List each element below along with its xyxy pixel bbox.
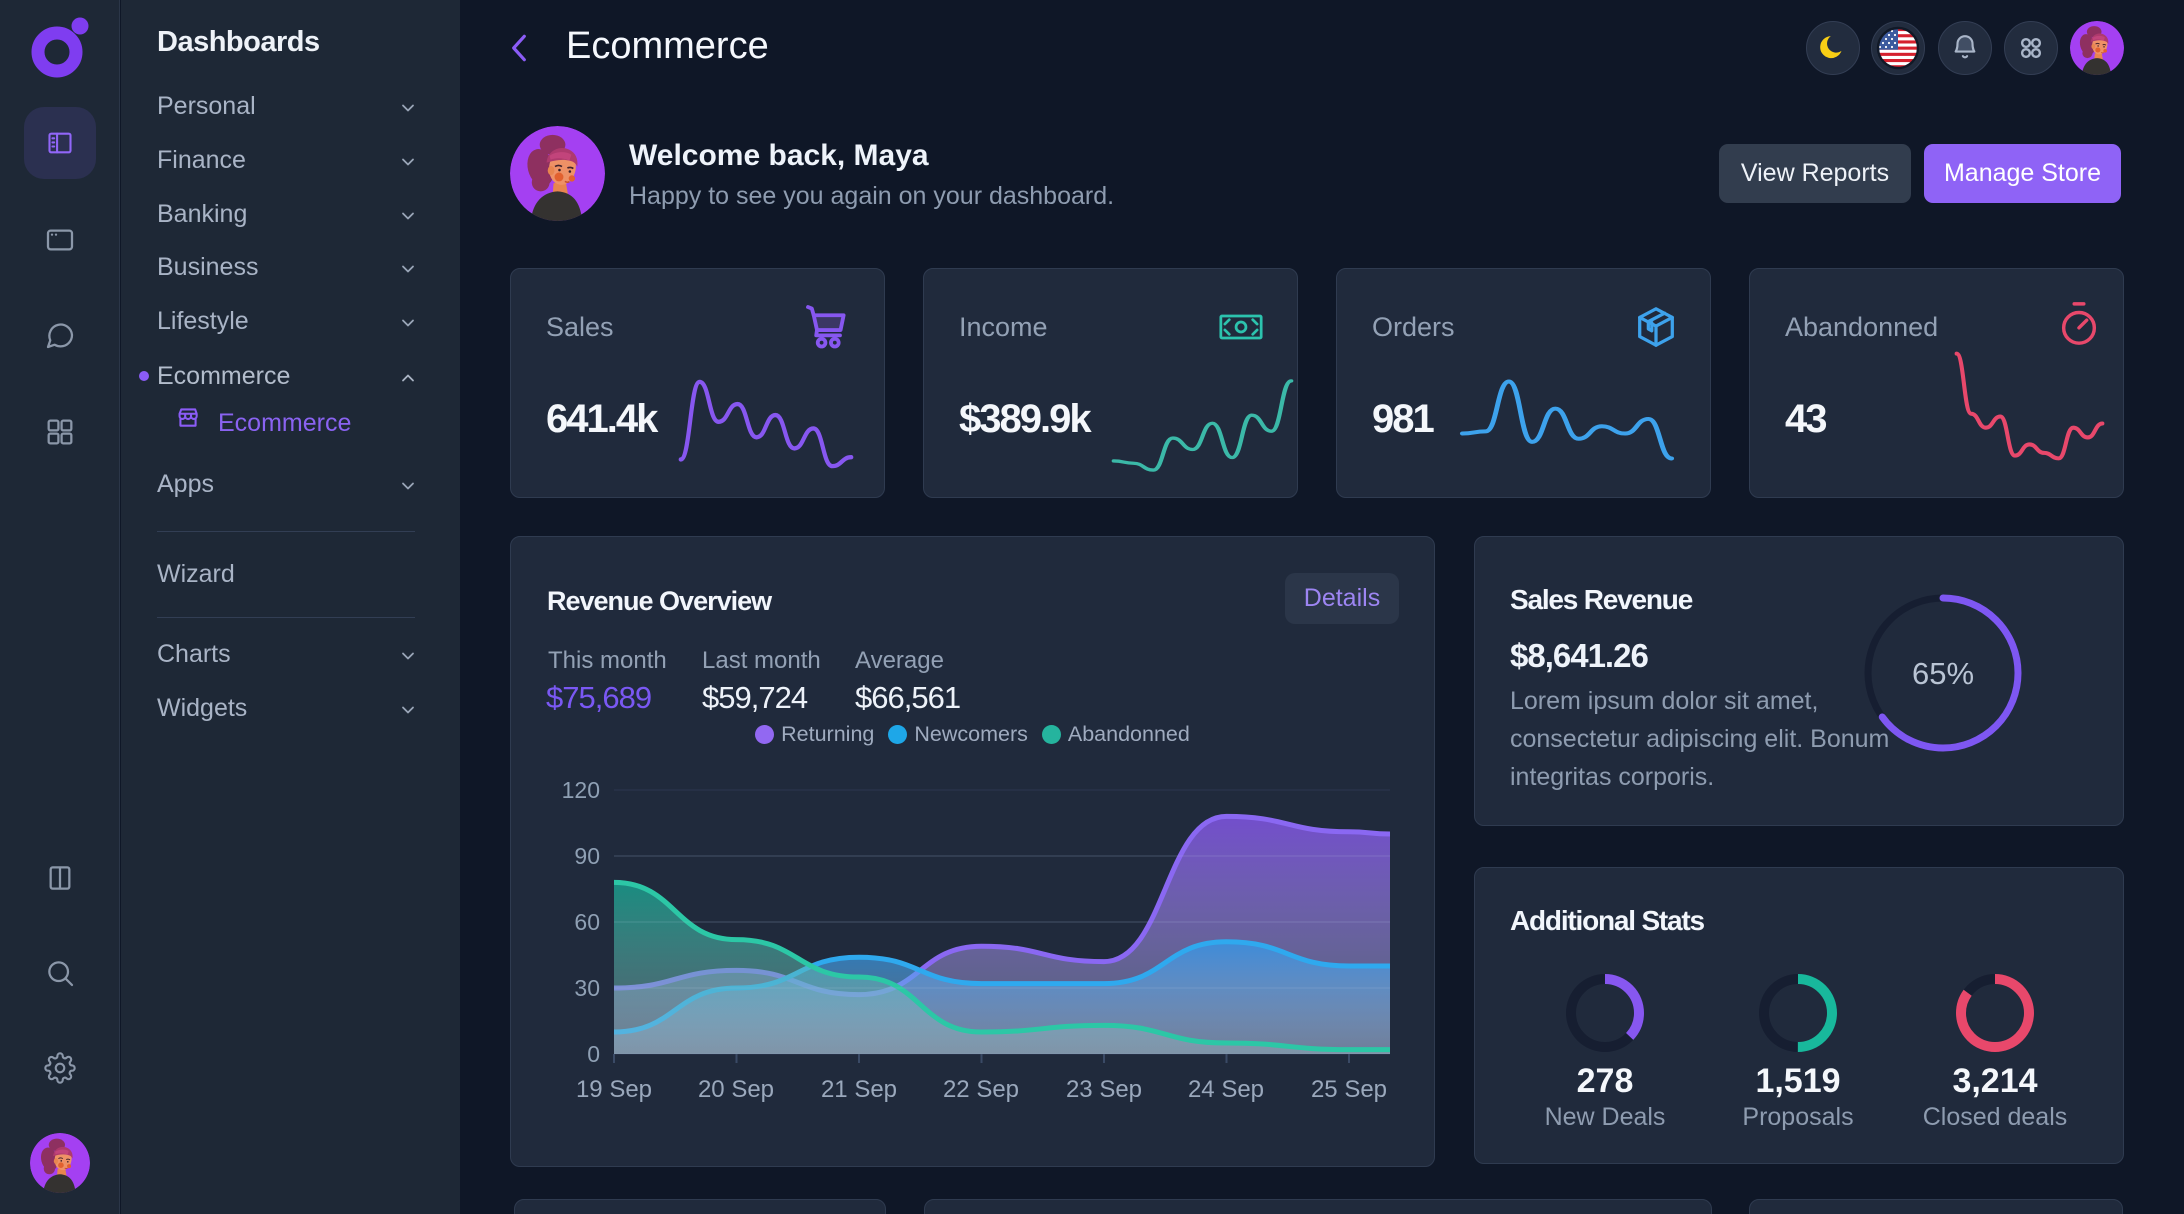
svg-text:65%: 65% bbox=[1912, 656, 1974, 691]
